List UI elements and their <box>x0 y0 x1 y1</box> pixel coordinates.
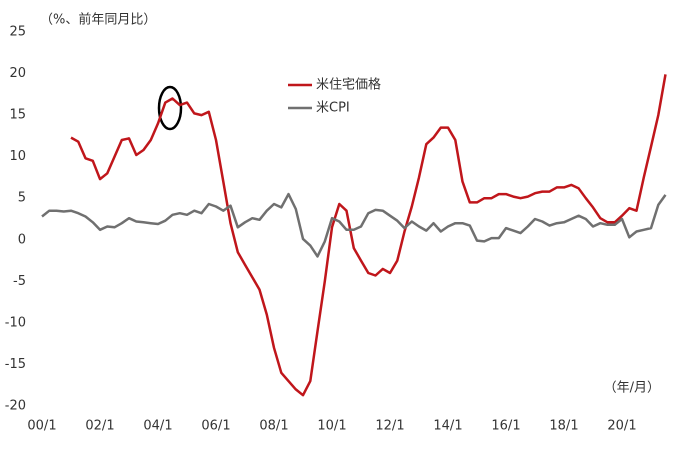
series-line <box>41 192 667 258</box>
y-tick-label: 0 <box>18 232 26 247</box>
x-tick-label: 02/1 <box>85 419 114 434</box>
x-tick-label: 14/1 <box>433 419 462 434</box>
x-tick-label: 04/1 <box>143 419 172 434</box>
x-tick-label: 10/1 <box>317 419 346 434</box>
x-tick-label: 12/1 <box>375 419 404 434</box>
x-axis-label: （年/月） <box>604 381 660 396</box>
x-tick-label: 18/1 <box>549 419 578 434</box>
x-tick-label: 08/1 <box>259 419 288 434</box>
y-tick-label: -10 <box>5 315 26 330</box>
y-tick-label: -5 <box>13 274 26 289</box>
y-tick-label: 15 <box>9 108 26 123</box>
y-tick-label: -15 <box>5 357 26 372</box>
x-tick-label: 00/1 <box>27 419 56 434</box>
y-tick-label: 10 <box>9 149 26 164</box>
legend-label: 米住宅価格 <box>316 77 381 93</box>
x-tick-label: 16/1 <box>491 419 520 434</box>
y-tick-label: 25 <box>9 25 26 40</box>
y-axis-label: （%、前年同月比） <box>40 12 156 28</box>
legend-label: 米CPI <box>316 101 350 116</box>
y-tick-label: -20 <box>5 399 26 414</box>
x-tick-label: 06/1 <box>201 419 230 434</box>
y-tick-label: 5 <box>18 191 26 206</box>
series-line <box>70 74 667 397</box>
y-tick-label: 20 <box>9 66 26 81</box>
x-tick-label: 20/1 <box>607 419 636 434</box>
highlight-circle <box>157 85 183 131</box>
